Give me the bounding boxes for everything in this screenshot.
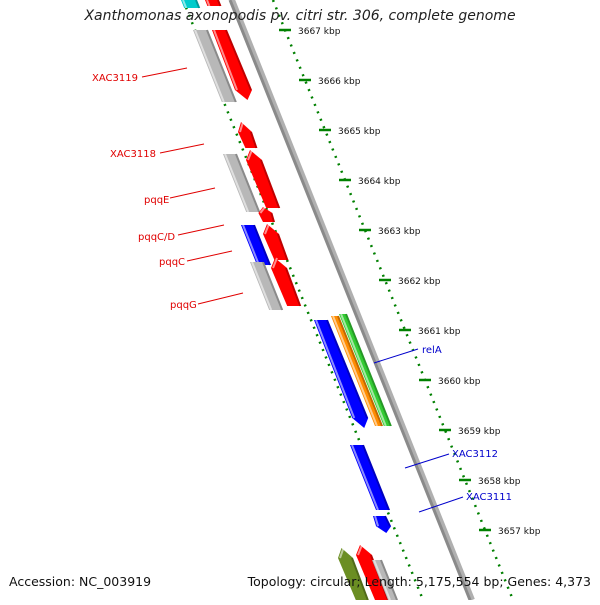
gene-label: relA	[422, 345, 442, 356]
gene-labels: XAC3119 XAC3118 pqqE pqqC/D pqqC pqqG relA XAC3…	[92, 67, 512, 513]
gene-label: pqqC	[159, 257, 185, 268]
accession-text: Accession: NC_003919	[9, 574, 152, 589]
tick-label: 3666 kbp	[318, 77, 361, 87]
gene-features	[181, 0, 398, 601]
scale-tick: 3663 kbp	[359, 227, 421, 237]
gene-label: pqqG	[170, 300, 197, 311]
pqqc-blue-feature	[241, 224, 271, 266]
scale-tick: 3658 kbp	[459, 477, 521, 487]
gene-leader-line	[186, 250, 233, 262]
gene-label-group: XAC3112	[404, 449, 498, 469]
map-title: Xanthomonas axonopodis pv. citri str. 30…	[84, 8, 516, 24]
orange-feature	[331, 315, 383, 427]
gene-leader-line	[141, 67, 188, 78]
pqqc-red-feature	[263, 223, 289, 261]
pqqcd-small-feature	[258, 206, 275, 223]
scale-tick: 3667 kbp	[279, 27, 341, 37]
gene-label: XAC3112	[452, 449, 498, 460]
gene-label-group: relA	[373, 345, 442, 364]
tick-label: 3658 kbp	[478, 477, 521, 487]
xac3119-feature	[212, 29, 252, 100]
cyan-feature-top	[181, 0, 201, 9]
gene-leader-line	[159, 143, 205, 154]
tick-label: 3663 kbp	[378, 227, 421, 237]
gene-label-group: pqqC/D	[138, 224, 225, 243]
xac3118-feature	[246, 149, 281, 209]
scale-tick: 3664 kbp	[339, 177, 401, 187]
tick-label: 3664 kbp	[358, 177, 401, 187]
scale-tick: 3666 kbp	[299, 77, 361, 87]
tick-label: 3657 kbp	[498, 527, 541, 537]
tick-dot-lines	[181, 0, 515, 601]
xac3111-feature	[373, 515, 392, 533]
gray-feature-xac3118	[223, 153, 261, 213]
gray-feature-xac3119	[193, 29, 237, 103]
tick-label: 3667 kbp	[298, 27, 341, 37]
scale-tick: 3661 kbp	[399, 327, 461, 337]
scale-tick: 3657 kbp	[479, 527, 541, 537]
tick-label: 3662 kbp	[398, 277, 441, 287]
olive-feature-bottom	[338, 547, 369, 601]
gene-label: XAC3119	[92, 73, 138, 84]
genome-summary-text: Topology: circular; Length: 5,175,554 bp…	[247, 574, 591, 589]
scale-ticks: 3667 kbp 3666 kbp 3665 kbp 3664 kbp 3663 kbp…	[279, 27, 541, 537]
scale-tick: 3660 kbp	[419, 377, 481, 387]
pqqg-feature	[271, 257, 302, 307]
gene-label-group: XAC3119	[92, 67, 188, 84]
gene-label: pqqE	[144, 195, 169, 206]
right-dot-line	[271, 0, 515, 601]
gene-label-group: pqqC	[159, 250, 233, 268]
small-red-feature	[238, 121, 258, 149]
gene-leader-line	[197, 292, 244, 305]
gene-label-group: pqqE	[144, 187, 216, 206]
gene-label-group: XAC3111	[418, 492, 512, 513]
red-feature-top	[205, 0, 222, 7]
gene-label: XAC3111	[466, 492, 512, 503]
tick-label: 3665 kbp	[338, 127, 381, 137]
scale-tick: 3659 kbp	[439, 427, 501, 437]
gene-leader-line	[418, 496, 464, 513]
backbone-shadow	[229, 0, 475, 602]
backbone	[228, 0, 472, 601]
gene-leader-line	[177, 224, 225, 236]
xac3112-feature	[350, 444, 390, 511]
rela-blue-feature	[314, 319, 369, 428]
tick-label: 3661 kbp	[418, 327, 461, 337]
gray-feature-pqqg	[250, 261, 284, 311]
gene-leader-line	[373, 348, 419, 364]
gray-feature-bottom	[372, 559, 398, 601]
scale-tick: 3662 kbp	[379, 277, 441, 287]
gene-leader-line	[404, 453, 450, 469]
gene-label: XAC3118	[110, 149, 156, 160]
gene-label-group: pqqG	[170, 292, 244, 311]
gene-label: pqqC/D	[138, 232, 175, 243]
tick-label: 3659 kbp	[458, 427, 501, 437]
backbone-line	[228, 0, 475, 602]
tick-label: 3660 kbp	[438, 377, 481, 387]
scale-tick: 3665 kbp	[319, 127, 381, 137]
gene-label-group: XAC3118	[110, 143, 205, 160]
gene-leader-line	[169, 187, 216, 199]
green-feature	[339, 313, 392, 427]
